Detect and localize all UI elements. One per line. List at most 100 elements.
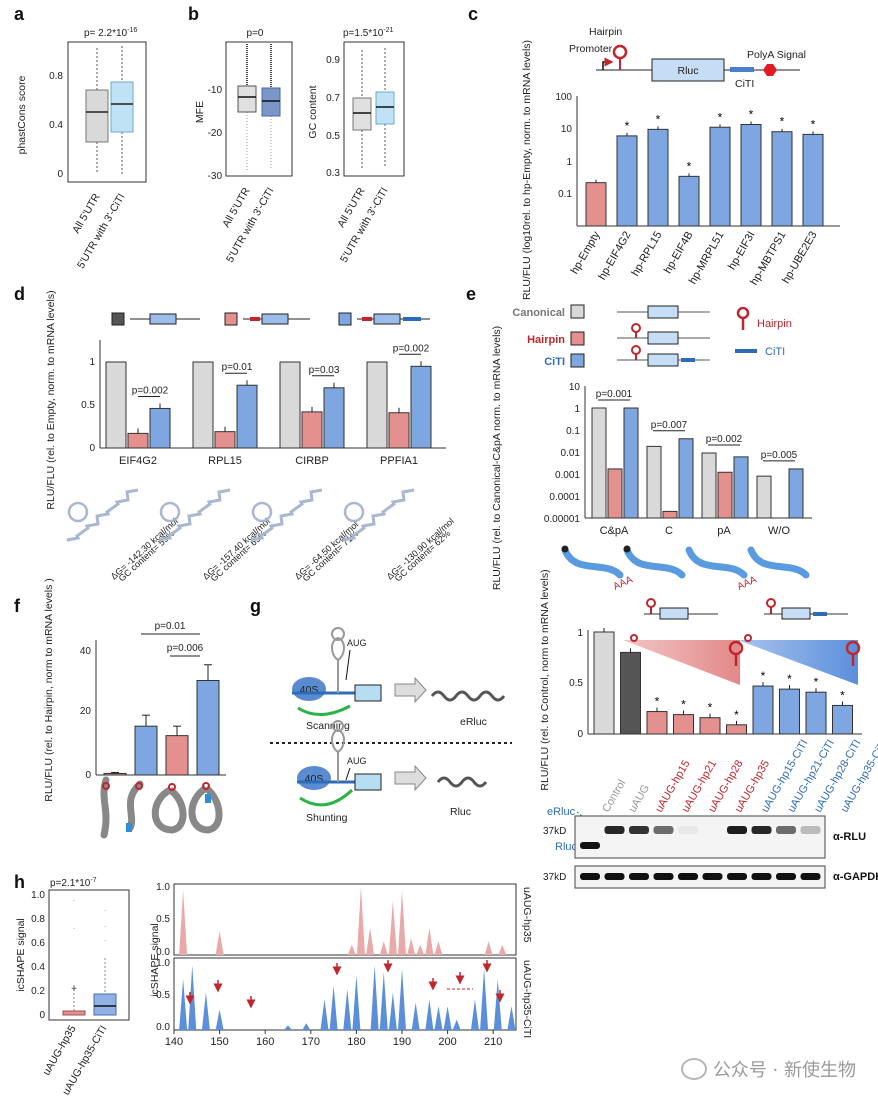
legend-hairpin: Hairpin: [527, 334, 565, 346]
significance-star: *: [787, 672, 792, 686]
rna-backbone: [66, 488, 139, 542]
panel-g-label: g: [250, 596, 261, 616]
bar: [788, 468, 804, 519]
panel-b-gc-ytick: 0.9: [326, 55, 340, 66]
hairpin-icon: [612, 44, 628, 60]
hairpin-key-icon: [736, 306, 750, 320]
x-tick-label: hp-EIF3I: [726, 230, 757, 273]
blot-mw-label: 37kD: [543, 872, 566, 883]
lane-label: uAUG: [627, 783, 652, 815]
significance-star: *: [734, 708, 739, 722]
p-value: p=0.002: [706, 434, 743, 445]
panel-g-western-blot: eRluc Rluc 37kD α-RLU 37kD α-GAPDH: [543, 806, 878, 889]
svg-text:+: +: [71, 984, 77, 995]
panel-h-pvalue: p=2.1*10-7: [50, 877, 97, 889]
track-ytick: 1.0: [156, 882, 170, 893]
panel-h-ytick: 0.4: [31, 962, 45, 973]
significance-star: *: [814, 675, 819, 689]
significance-star: *: [681, 698, 686, 712]
panel-d-ytick: 0.5: [81, 400, 95, 411]
svg-text:·: ·: [73, 898, 75, 904]
panel-b-mfe-ylabel: MFE: [194, 101, 206, 123]
y-tick-label: 0.001: [555, 470, 580, 481]
track-ytick: 0.5: [156, 990, 170, 1001]
panel-d-ytick: 1: [89, 357, 95, 368]
polya-tail-label: AAA: [612, 574, 635, 593]
panel-g-ytick: 0.5: [569, 678, 583, 689]
panel-c-construct-diagram: Hairpin Promoter Rluc CiTI PolyA Signal: [569, 26, 806, 90]
panel-h-ytick: 0: [39, 1010, 45, 1021]
bar: [620, 651, 641, 735]
delta-g-label: ΔG= -142.30 kcal/mol: [109, 516, 180, 582]
panel-h-arrows: [185, 960, 505, 1009]
icshape-area: [174, 965, 516, 1030]
legend-canonical: Canonical: [512, 307, 565, 319]
bar: [585, 182, 607, 227]
panel-e-mrna-cartoons: AAA AAA: [561, 545, 810, 593]
bar: [678, 175, 700, 227]
panel-b-gc-ylabel: GC content: [307, 85, 319, 138]
blot-antibody-label: α-GAPDH: [833, 871, 878, 883]
blot-rluc-label: Rluc: [555, 841, 578, 853]
panel-b-mfe-ytick: -30: [208, 171, 223, 182]
panel-c-ytick: 10: [561, 124, 573, 135]
bar: [607, 468, 623, 519]
bar: [214, 431, 236, 449]
erluc-band: [800, 826, 821, 834]
panel-f-ytick: 20: [80, 706, 92, 717]
bar: [196, 680, 220, 776]
legend-citi: CiTI: [544, 356, 565, 368]
panel-h-track-areas: [174, 887, 516, 1030]
cap-icon: [623, 545, 631, 553]
significance-star: *: [761, 669, 766, 683]
bar: [678, 438, 694, 519]
mrna-cartoon: [685, 546, 748, 579]
hairpin-size-wedge: [623, 640, 740, 685]
p-value: p=0.002: [393, 343, 430, 354]
ribosome-icon: [292, 677, 326, 701]
panel-g-ytick: 0: [577, 729, 583, 740]
lane-label: Control: [600, 778, 628, 815]
track-ytick: 1.0: [156, 958, 170, 969]
track-ytick: 0.0: [156, 947, 170, 958]
panel-a-plot: phastCons score 0.8 0.4 0 All 5'UTR 5'UT…: [16, 41, 147, 271]
erluc-product-label: eRluc: [460, 716, 487, 728]
gene-label: CIRBP: [295, 455, 329, 467]
bar: [103, 772, 127, 776]
track-ytick: 0.5: [156, 914, 170, 925]
track2-label: uAUG-hp35-CiTI: [521, 960, 533, 1038]
gc-content-label: GC content= 59%: [117, 528, 177, 583]
significance-star: *: [811, 117, 816, 131]
significance-star: *: [780, 115, 785, 129]
panel-c-bars: hp-Empty * hp-EIF4G2 * hp-RPL15 * hp-EIF4B * hp-…: [569, 107, 824, 287]
mrna-cartoon: [747, 546, 810, 579]
panel-g-ylabel: RLU/FLU (rel. to Control, norm to mRNA l…: [539, 569, 551, 790]
panel-a-label: a: [14, 4, 25, 24]
delta-g-label: ΔG= -130.90 kcal/mol: [385, 516, 456, 582]
panel-f-pvalue: p=0.01: [155, 621, 186, 632]
y-tick-label: 0.0001: [549, 492, 580, 503]
rluc-band: [580, 842, 600, 849]
gapdh-band: [727, 873, 747, 880]
gc-content-label: GC content= 71%: [301, 528, 361, 583]
delta-g-label: ΔG= -64.50 kcal/mol: [293, 519, 360, 581]
significance-star: *: [718, 110, 723, 124]
scanning-label: Scanning: [306, 720, 350, 732]
bar: [752, 685, 774, 735]
track1-label: uAUG-hp35: [521, 887, 533, 943]
panel-b-mfe-ytick: -20: [208, 128, 223, 139]
bar: [709, 126, 731, 227]
p-value: p=0.005: [761, 450, 798, 461]
panel-h-track-ylabel: icSHAPE signal: [149, 923, 161, 997]
svg-text:·: ·: [73, 926, 75, 932]
bar: [105, 361, 127, 449]
rna-backbone: [250, 488, 323, 542]
citi-hairpin-size-wedge: [738, 640, 858, 685]
panel-d-legend: [111, 312, 430, 326]
bar: [301, 411, 323, 449]
hairpin-label: Hairpin: [589, 26, 622, 38]
x-tick-label: 210: [484, 1036, 502, 1048]
panel-f-ylabel: RLU/FLU (rel. to Hairpin, norm to mRNA l…: [43, 578, 55, 801]
